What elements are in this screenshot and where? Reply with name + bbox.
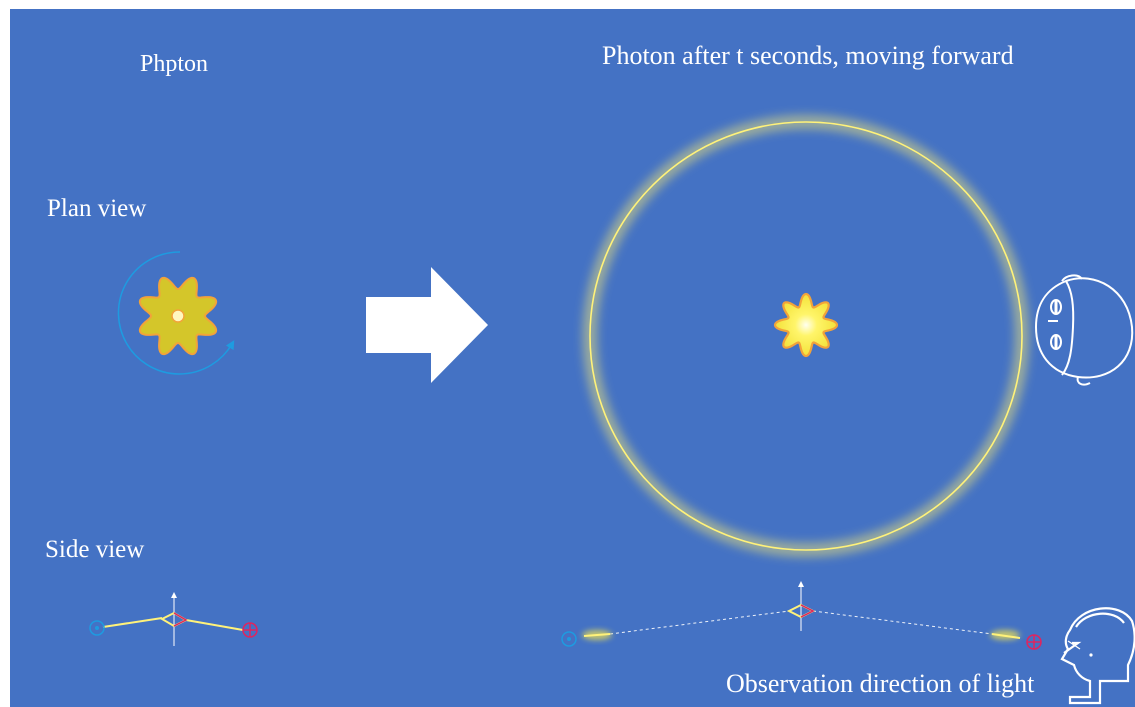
light-ring bbox=[583, 115, 1029, 557]
photon-title: Phpton bbox=[140, 51, 209, 77]
star-photon-icon bbox=[773, 292, 839, 358]
cross-in-circle-icon bbox=[1026, 634, 1042, 650]
dot-in-circle-icon bbox=[89, 620, 105, 636]
right-arrow-icon bbox=[366, 267, 488, 383]
side-view-small bbox=[89, 592, 258, 646]
dot-in-circle-icon bbox=[561, 631, 577, 647]
cross-in-circle-icon bbox=[242, 622, 258, 638]
plan-view-photon bbox=[117, 251, 235, 375]
side-view-large bbox=[561, 581, 1042, 650]
head-top-view-icon bbox=[1034, 274, 1134, 386]
observation-direction-label: Observation direction of light bbox=[726, 669, 1035, 698]
photon-after-title: Photon after t seconds, moving forward bbox=[602, 41, 1014, 70]
head-side-view-icon bbox=[1060, 607, 1135, 705]
slide-canvas: Phpton Photon after t seconds, moving fo… bbox=[10, 9, 1135, 707]
plan-view-label: Plan view bbox=[47, 195, 147, 222]
side-view-label: Side view bbox=[45, 536, 145, 563]
diagram-drawing bbox=[89, 115, 1135, 705]
rotation-arrow-icon bbox=[117, 251, 235, 375]
